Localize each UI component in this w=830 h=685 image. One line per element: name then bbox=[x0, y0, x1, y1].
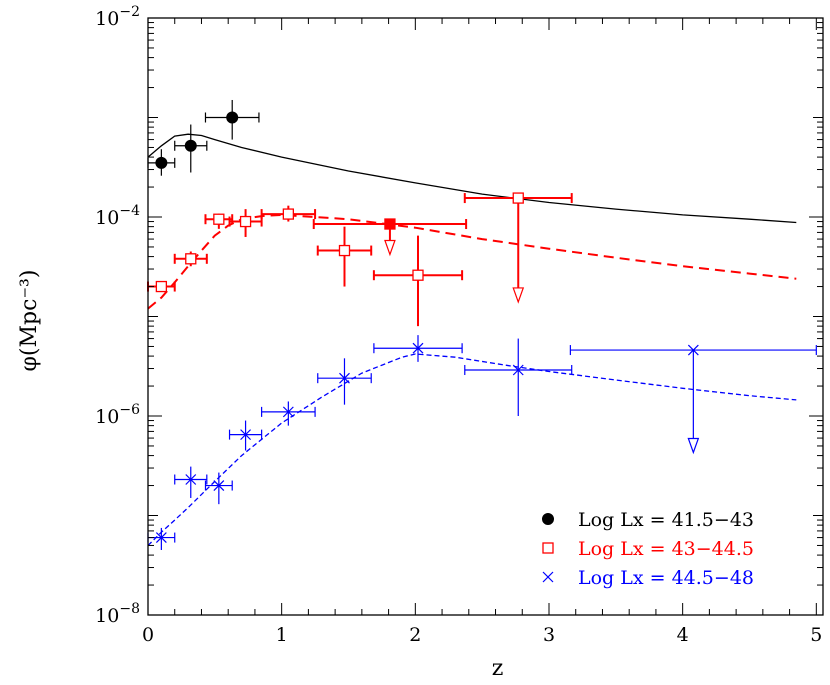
x-tick-label: 2 bbox=[409, 624, 421, 646]
y-tick-base: 10 bbox=[95, 605, 119, 627]
legend-item: Log Lx = 44.5−48 bbox=[542, 567, 754, 589]
model-curve-3 bbox=[147, 353, 797, 546]
legend-label: Log Lx = 41.5−43 bbox=[578, 509, 754, 531]
y-tick-base: 10 bbox=[95, 207, 119, 229]
x-axis-label: z bbox=[492, 656, 504, 681]
data-point bbox=[228, 420, 263, 451]
data-point bbox=[174, 466, 208, 498]
legend-item: Log Lx = 43−44.5 bbox=[542, 538, 754, 560]
y-tick-exponent: −4 bbox=[119, 203, 140, 219]
marker-open-square bbox=[338, 244, 351, 257]
y-tick-exponent: −2 bbox=[119, 4, 140, 20]
marker-cross-b bbox=[542, 571, 554, 583]
data-point bbox=[204, 472, 233, 505]
y-tick-label: 10−8 bbox=[95, 601, 140, 627]
marker-filled-circle bbox=[184, 139, 197, 152]
marker-open-square bbox=[282, 208, 294, 220]
data-point bbox=[316, 226, 373, 287]
legend-item: Log Lx = 41.5−43 bbox=[542, 509, 754, 531]
data-point bbox=[204, 99, 260, 140]
data-points bbox=[147, 99, 817, 551]
marker-filled-circle bbox=[542, 513, 554, 525]
marker-cross-b bbox=[339, 372, 350, 384]
x-tick-label: 4 bbox=[677, 624, 689, 646]
data-point bbox=[317, 358, 372, 405]
legend-label: Log Lx = 44.5−48 bbox=[578, 567, 754, 589]
marker-open-square bbox=[412, 269, 424, 281]
y-axis-label: φ(Mpc⁻³) bbox=[17, 270, 42, 372]
upper-limit-arrow bbox=[384, 239, 396, 257]
data-point bbox=[464, 338, 573, 416]
legend-label: Log Lx = 43−44.5 bbox=[578, 538, 754, 560]
data-point bbox=[312, 218, 468, 257]
data-point bbox=[373, 335, 463, 362]
model-curve-1 bbox=[147, 133, 797, 224]
marker-open-square bbox=[155, 280, 168, 293]
marker-cross-b bbox=[412, 342, 424, 354]
marker-open-square bbox=[185, 253, 197, 265]
data-point bbox=[372, 235, 464, 327]
marker-cross-b bbox=[282, 406, 294, 418]
marker-cross-b bbox=[512, 364, 524, 376]
data-point bbox=[174, 124, 208, 173]
x-tick-label: 0 bbox=[142, 624, 154, 646]
data-point bbox=[260, 205, 317, 222]
y-tick-base: 10 bbox=[95, 406, 119, 428]
data-point bbox=[173, 251, 208, 267]
model-curves bbox=[147, 133, 797, 546]
y-tick-exponent: −6 bbox=[119, 402, 140, 418]
x-tick-label: 3 bbox=[543, 624, 555, 646]
marker-filled-circle bbox=[226, 111, 239, 124]
marker-cross-b bbox=[240, 429, 251, 441]
y-tick-label: 10−6 bbox=[95, 402, 140, 428]
y-tick-label: 10−4 bbox=[95, 203, 140, 229]
marker-open-square bbox=[213, 213, 225, 225]
marker-open-square bbox=[512, 192, 524, 204]
marker-cross-b bbox=[687, 344, 699, 356]
upper-limit-arrow bbox=[512, 287, 525, 304]
data-point bbox=[228, 209, 263, 237]
data-point bbox=[569, 344, 817, 455]
data-point bbox=[463, 192, 573, 304]
upper-limit-arrow bbox=[687, 437, 700, 455]
marker-cross-b bbox=[213, 480, 225, 491]
marker-open-square bbox=[239, 215, 252, 228]
axes: 0 1 2 3 4 510−810−610−410−2zφ(Mpc⁻³) bbox=[17, 4, 824, 681]
marker-open-square bbox=[542, 542, 554, 554]
marker-filled-circle bbox=[155, 156, 168, 169]
y-tick-exponent: −8 bbox=[119, 601, 140, 617]
legend: Log Lx = 41.5−43 Log Lx = 43−44.5 Log Lx =… bbox=[542, 509, 754, 589]
model-curve-2 bbox=[147, 213, 797, 310]
x-tick-label: 5 bbox=[810, 624, 822, 646]
marker-cross-b bbox=[185, 474, 197, 485]
x-tick-label: 1 bbox=[276, 624, 288, 646]
y-tick-base: 10 bbox=[95, 8, 119, 30]
y-tick-label: 10−2 bbox=[95, 4, 140, 30]
marker-cross-b bbox=[155, 532, 167, 543]
data-point bbox=[261, 401, 316, 426]
marker-filled-square bbox=[384, 218, 396, 230]
